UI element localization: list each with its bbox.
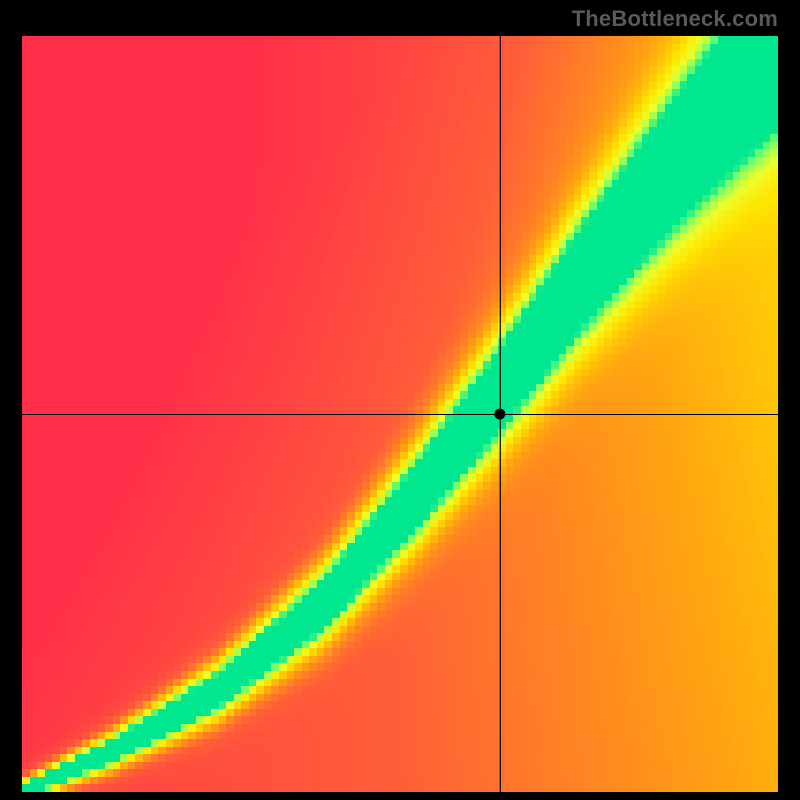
heatmap-canvas — [0, 0, 800, 800]
chart-container: TheBottleneck.com — [0, 0, 800, 800]
attribution-label: TheBottleneck.com — [572, 6, 778, 32]
